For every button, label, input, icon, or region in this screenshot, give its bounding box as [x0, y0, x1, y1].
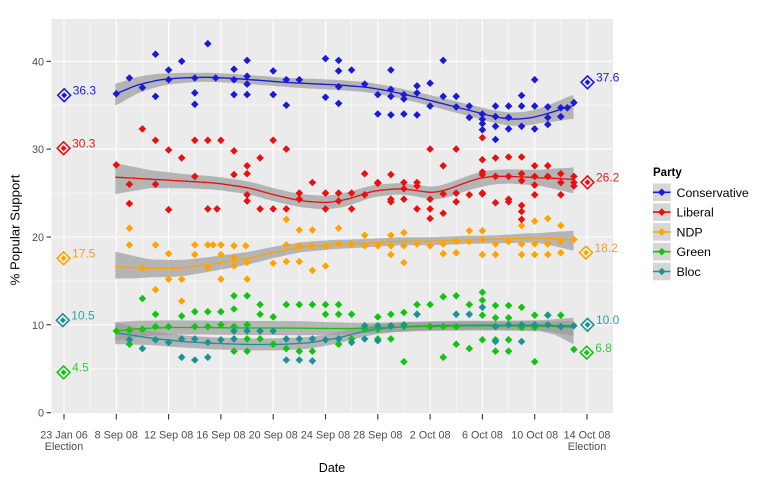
svg-text:16 Sep 08: 16 Sep 08 [196, 430, 245, 442]
svg-text:24 Sep 08: 24 Sep 08 [301, 430, 350, 442]
svg-text:0: 0 [38, 408, 44, 420]
svg-text:Election: Election [45, 441, 83, 453]
svg-text:40: 40 [32, 56, 44, 68]
svg-text:12 Sep 08: 12 Sep 08 [144, 430, 193, 442]
svg-text:Conservative: Conservative [677, 186, 749, 200]
svg-text:36.3: 36.3 [73, 83, 97, 97]
svg-text:20 Sep 08: 20 Sep 08 [249, 430, 298, 442]
svg-text:10.0: 10.0 [596, 313, 620, 327]
svg-text:23 Jan 06: 23 Jan 06 [40, 430, 87, 442]
svg-text:Bloc: Bloc [677, 265, 701, 279]
svg-text:26.2: 26.2 [596, 171, 620, 185]
svg-text:17.5: 17.5 [72, 247, 96, 261]
svg-text:2 Oct 08: 2 Oct 08 [410, 430, 451, 442]
svg-text:Election: Election [568, 441, 606, 453]
svg-text:30: 30 [32, 144, 44, 156]
svg-text:6.8: 6.8 [595, 341, 612, 355]
svg-text:Green: Green [677, 245, 712, 259]
svg-text:20: 20 [32, 232, 44, 244]
svg-text:30.3: 30.3 [72, 136, 96, 150]
svg-text:4.5: 4.5 [72, 361, 89, 375]
svg-text:37.6: 37.6 [596, 71, 620, 85]
svg-text:10 Oct 08: 10 Oct 08 [511, 430, 558, 442]
svg-text:28 Sep 08: 28 Sep 08 [353, 430, 402, 442]
svg-text:14 Oct 08: 14 Oct 08 [564, 430, 611, 442]
svg-text:10: 10 [32, 320, 44, 332]
svg-text:% Popular Support: % Popular Support [8, 174, 23, 285]
svg-text:Liberal: Liberal [677, 206, 714, 220]
svg-text:Date: Date [319, 461, 345, 475]
svg-text:18.2: 18.2 [595, 241, 619, 255]
svg-text:Party: Party [653, 167, 682, 179]
svg-text:8 Sep 08: 8 Sep 08 [95, 430, 138, 442]
svg-text:NDP: NDP [677, 225, 703, 239]
svg-text:10.5: 10.5 [71, 308, 95, 322]
svg-text:6 Oct 08: 6 Oct 08 [462, 430, 503, 442]
